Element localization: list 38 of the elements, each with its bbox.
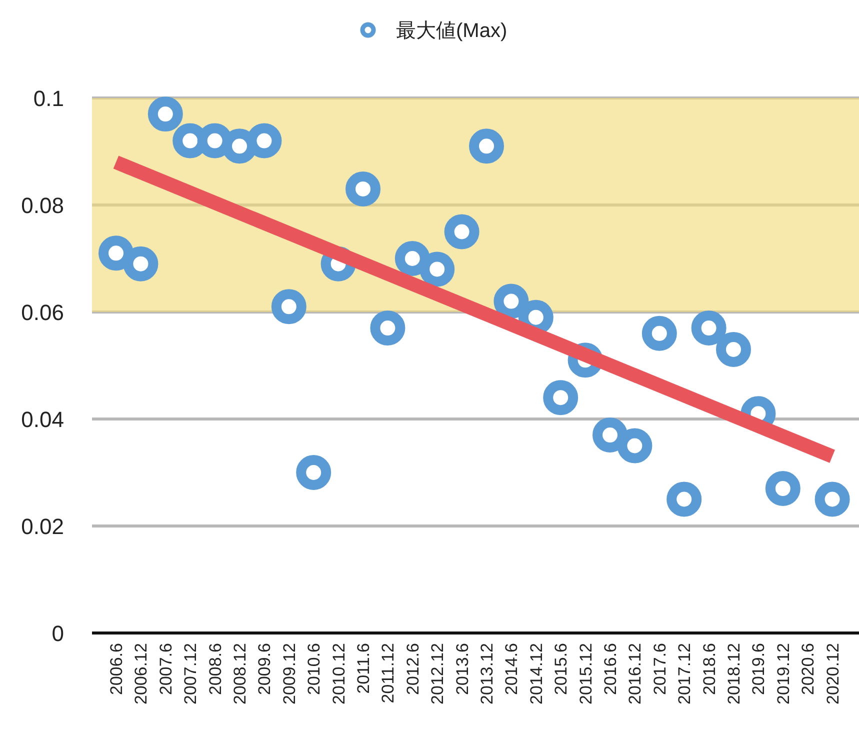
x-tick-label: 2010.12	[329, 643, 348, 704]
x-tick-label: 2012.6	[403, 643, 422, 695]
y-tick-label: 0.1	[33, 86, 64, 111]
x-tick-label: 2020.6	[798, 643, 818, 695]
x-tick-label: 2008.6	[206, 643, 225, 695]
x-tick-label: 2006.12	[132, 643, 151, 704]
y-tick-label: 0.06	[21, 300, 64, 325]
x-tick-label: 2015.6	[552, 643, 571, 695]
x-tick-label: 2013.6	[452, 643, 472, 695]
x-tick-label: 2009.6	[255, 643, 274, 695]
legend-label: 最大値(Max)	[396, 20, 508, 42]
y-tick-label: 0.04	[21, 407, 64, 432]
x-tick-label: 2006.6	[107, 643, 126, 695]
y-tick-label: 0	[52, 621, 64, 646]
y-tick-label: 0.08	[21, 193, 64, 218]
x-tick-label: 2016.12	[626, 643, 645, 704]
x-tick-label: 2008.12	[230, 643, 250, 704]
x-tick-label: 2019.12	[774, 643, 793, 704]
x-tick-label: 2011.12	[378, 643, 398, 704]
x-tick-label: 2010.6	[304, 643, 324, 695]
x-tick-label: 2007.6	[156, 643, 176, 695]
x-tick-label: 2017.6	[650, 643, 670, 695]
x-tick-label: 2018.12	[724, 643, 744, 704]
x-tick-label: 2014.6	[502, 643, 522, 695]
y-tick-label: 0.02	[21, 514, 64, 539]
x-tick-label: 2011.6	[354, 643, 373, 694]
x-tick-label: 2016.6	[601, 643, 620, 695]
x-tick-label: 2007.12	[181, 643, 200, 704]
x-tick-label: 2020.12	[823, 643, 842, 704]
x-tick-label: 2015.12	[576, 643, 596, 704]
x-tick-label: 2012.12	[428, 643, 448, 704]
x-tick-label: 2013.12	[478, 643, 496, 704]
legend: 最大値(Max)	[360, 20, 508, 42]
x-tick-label: 2018.6	[700, 643, 719, 695]
x-tick-label: 2019.6	[749, 643, 768, 695]
x-tick-label: 2017.12	[675, 643, 694, 704]
x-tick-label: 2009.12	[280, 643, 299, 704]
x-tick-label: 2014.12	[526, 643, 546, 704]
